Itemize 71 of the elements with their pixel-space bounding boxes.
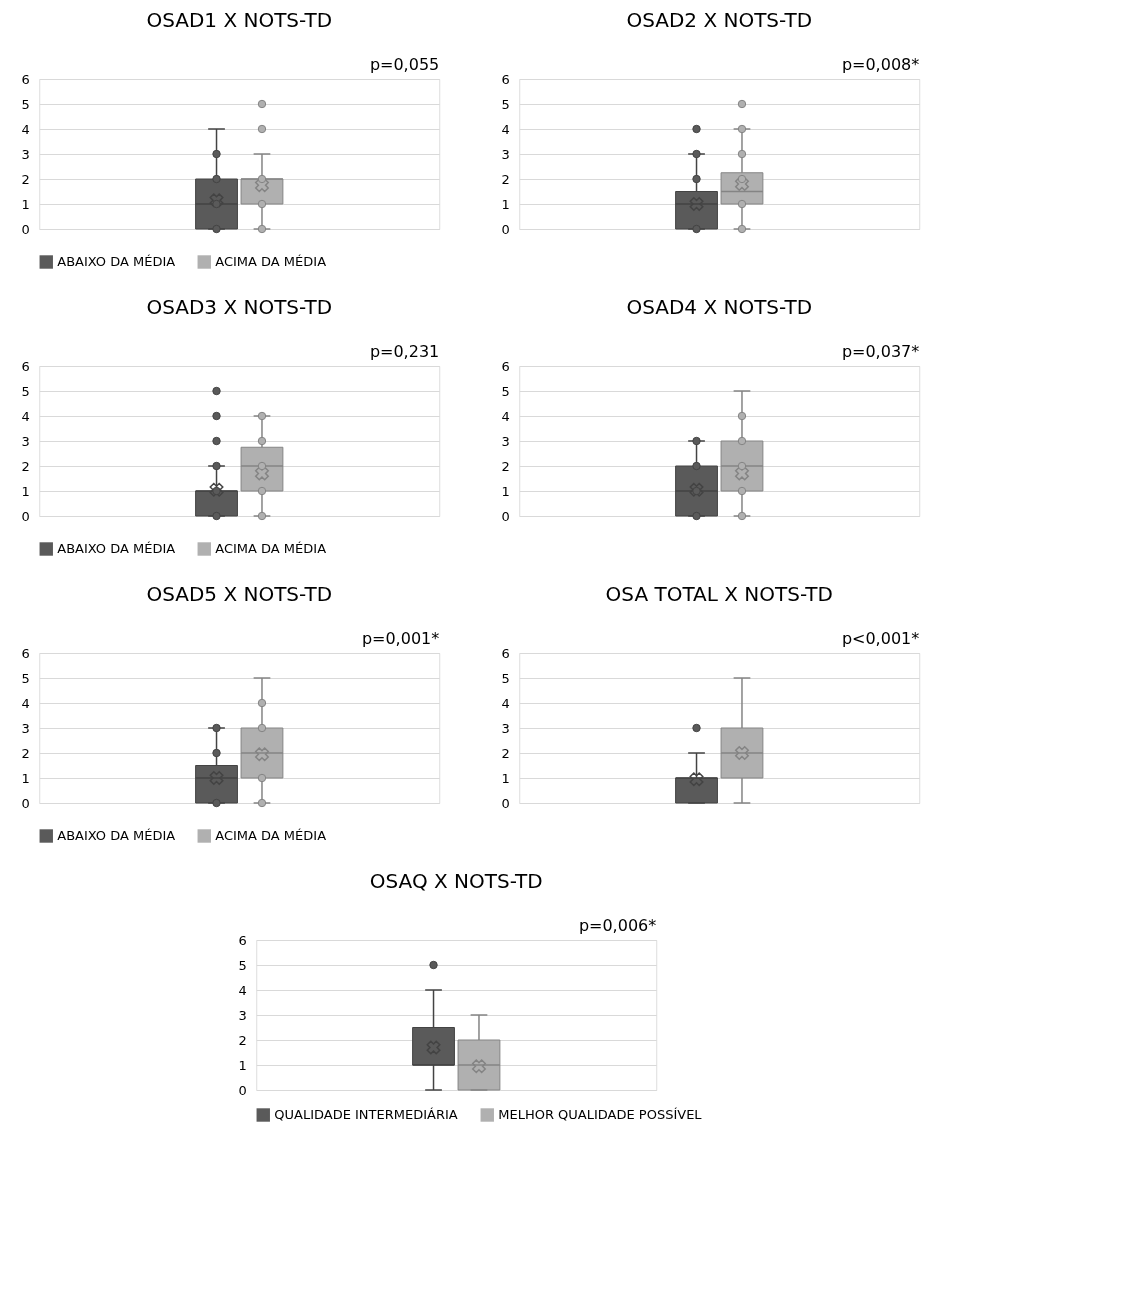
- text: p=0,055: [369, 55, 440, 74]
- y-tick-label: 5: [21, 96, 30, 112]
- y-tick-label: 2: [21, 745, 30, 761]
- y-tick-label: 6: [21, 71, 30, 87]
- y-tick-label: 4: [501, 408, 510, 424]
- y-tick-label: 5: [21, 383, 30, 399]
- chart-title: OSA TOTAL X NOTS-TD: [605, 582, 833, 606]
- text: p=0,006*: [578, 916, 657, 935]
- chart-title: OSAD2 X NOTS-TD: [626, 8, 813, 32]
- y-tick-label: 3: [238, 1007, 247, 1023]
- text: p=0,008*: [841, 55, 920, 74]
- legend-label: ACIMA DA MÉDIA: [215, 254, 327, 269]
- y-tick-label: 2: [21, 458, 30, 474]
- y-tick-label: 6: [21, 645, 30, 661]
- y-tick-label: 0: [21, 221, 30, 237]
- y-tick-label: 4: [501, 695, 510, 711]
- legend-label: MELHOR QUALIDADE POSSÍVEL: [498, 1107, 703, 1122]
- text: p=0,037*: [841, 342, 920, 361]
- y-tick-label: 0: [21, 508, 30, 524]
- y-tick-label: 2: [501, 745, 510, 761]
- legend-label: ACIMA DA MÉDIA: [215, 828, 327, 843]
- y-tick-label: 2: [501, 458, 510, 474]
- chart-title: OSAD4 X NOTS-TD: [626, 295, 813, 319]
- y-tick-label: 4: [501, 121, 510, 137]
- legend-label: ACIMA DA MÉDIA: [215, 541, 327, 556]
- chart-title: OSAD1 X NOTS-TD: [146, 8, 333, 32]
- y-tick-label: 2: [501, 171, 510, 187]
- y-tick-label: 4: [21, 121, 30, 137]
- y-tick-label: 1: [501, 483, 510, 499]
- chart-title: OSAD5 X NOTS-TD: [146, 582, 333, 606]
- legend-label: ABAIXO DA MÉDIA: [57, 541, 176, 556]
- y-tick-label: 1: [501, 770, 510, 786]
- y-tick-label: 6: [501, 358, 510, 374]
- y-tick-label: 4: [238, 982, 247, 998]
- y-tick-label: 2: [238, 1032, 247, 1048]
- y-tick-label: 4: [21, 695, 30, 711]
- y-tick-label: 0: [501, 221, 510, 237]
- y-tick-label: 1: [21, 483, 30, 499]
- y-tick-label: 5: [501, 383, 510, 399]
- legend-label: ABAIXO DA MÉDIA: [57, 828, 176, 843]
- y-tick-label: 3: [501, 146, 510, 162]
- y-tick-label: 1: [501, 196, 510, 212]
- y-tick-label: 5: [501, 96, 510, 112]
- y-tick-label: 1: [21, 770, 30, 786]
- y-tick-label: 5: [501, 670, 510, 686]
- y-tick-label: 0: [501, 795, 510, 811]
- y-tick-label: 1: [21, 196, 30, 212]
- y-tick-label: 0: [21, 795, 30, 811]
- y-tick-label: 4: [21, 408, 30, 424]
- text: p=0,001*: [361, 629, 440, 648]
- y-tick-label: 0: [501, 508, 510, 524]
- y-tick-label: 1: [238, 1057, 247, 1073]
- text: p=0,231: [369, 342, 440, 361]
- y-tick-label: 6: [501, 71, 510, 87]
- y-tick-label: 3: [21, 720, 30, 736]
- y-tick-label: 2: [21, 171, 30, 187]
- y-tick-label: 3: [501, 433, 510, 449]
- y-tick-label: 0: [238, 1082, 247, 1098]
- y-tick-label: 5: [238, 957, 247, 973]
- y-tick-label: 6: [21, 358, 30, 374]
- y-tick-label: 3: [501, 720, 510, 736]
- y-tick-label: 3: [21, 146, 30, 162]
- legend-label: QUALIDADE INTERMEDIÁRIA: [274, 1107, 458, 1122]
- legend-label: ABAIXO DA MÉDIA: [57, 254, 176, 269]
- y-tick-label: 3: [21, 433, 30, 449]
- y-tick-label: 6: [238, 932, 247, 948]
- y-tick-label: 6: [501, 645, 510, 661]
- y-tick-label: 5: [21, 670, 30, 686]
- chart-title: OSAD3 X NOTS-TD: [146, 295, 333, 319]
- chart-title: OSAQ X NOTS-TD: [369, 869, 543, 893]
- text: p<0,001*: [841, 629, 920, 648]
